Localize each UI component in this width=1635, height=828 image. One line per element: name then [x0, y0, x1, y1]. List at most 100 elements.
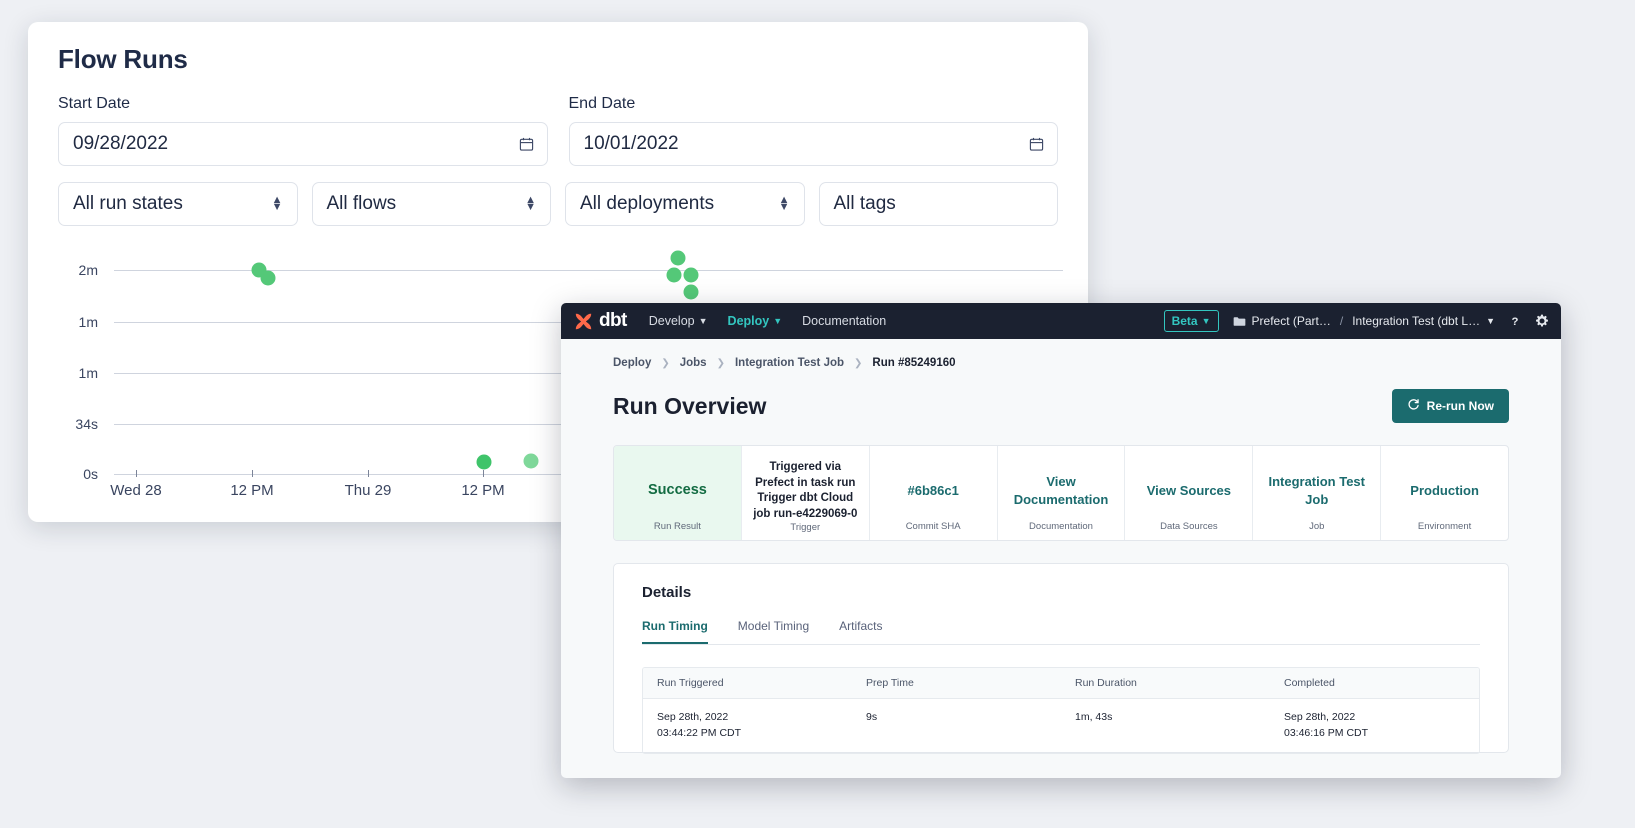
- end-date-group: End Date 10/01/2022: [568, 95, 1058, 166]
- breadcrumb-jobs[interactable]: Jobs: [679, 357, 707, 369]
- breadcrumb-integration-test-job[interactable]: Integration Test Job: [734, 357, 845, 369]
- scatter-point[interactable]: [523, 453, 539, 469]
- card-job-caption: Job: [1309, 521, 1325, 532]
- card-run-result-value: Success: [648, 481, 707, 498]
- end-date-label: End Date: [568, 95, 636, 112]
- x-axis-tick-label: Thu 29: [344, 482, 392, 499]
- details-tabs: Run Timing Model Timing Artifacts: [642, 619, 1480, 645]
- card-commit-sha: #6b86c1 Commit SHA: [870, 446, 998, 540]
- nav-deploy-label: Deploy: [727, 314, 770, 328]
- gridline: [114, 270, 1063, 271]
- filters-row: All run states ▲ ▼ All flows ▲ ▼ All deplo…: [58, 182, 1058, 226]
- card-run-result: Success Run Result: [614, 446, 742, 540]
- breadcrumb-separator: /: [1339, 314, 1344, 328]
- scatter-point[interactable]: [670, 250, 686, 266]
- scatter-point[interactable]: [683, 267, 699, 283]
- rerun-now-button[interactable]: Re-run Now: [1391, 389, 1509, 423]
- dbt-logo-text: dbt: [599, 310, 627, 331]
- nav-deploy[interactable]: Deploy ▼: [728, 314, 783, 328]
- table-row: Sep 28th, 2022 03:44:22 PM CDT 9s 1m, 43…: [643, 699, 1479, 753]
- gear-icon[interactable]: [1535, 314, 1549, 328]
- dbt-cloud-window: dbt Develop ▼ Deploy ▼ Documentation Bet…: [561, 303, 1561, 778]
- tab-artifacts[interactable]: Artifacts: [839, 619, 883, 633]
- account-name: Prefect (Part…: [1251, 314, 1331, 328]
- details-title: Details: [642, 584, 692, 601]
- x-axis-tick: [368, 470, 369, 477]
- filter-tags[interactable]: All tags: [818, 182, 1058, 226]
- dbt-logo[interactable]: dbt: [573, 310, 627, 332]
- run-triggered-date: Sep 28th, 2022: [657, 711, 729, 723]
- col-completed: Completed: [1284, 677, 1335, 689]
- col-run-triggered: Run Triggered: [657, 677, 724, 689]
- breadcrumb: Deploy ❯ Jobs ❯ Integration Test Job ❯ R…: [613, 357, 1509, 369]
- project-name: Integration Test (dbt L…: [1352, 314, 1481, 328]
- filter-run-states[interactable]: All run states ▲ ▼: [58, 182, 298, 226]
- start-date-group: Start Date 09/28/2022: [58, 95, 548, 166]
- account-project-selector[interactable]: Prefect (Part… / Integration Test (dbt L…: [1233, 314, 1495, 328]
- card-environment: Production Environment: [1381, 446, 1508, 540]
- card-documentation-link[interactable]: View Documentation: [1013, 473, 1109, 507]
- scatter-point[interactable]: [666, 267, 682, 283]
- col-prep-time: Prep Time: [866, 677, 914, 689]
- calendar-icon[interactable]: [1029, 137, 1044, 152]
- filter-run-states-value: All run states: [73, 193, 183, 214]
- filter-deployments[interactable]: All deployments ▲ ▼: [565, 182, 805, 226]
- col-run-duration: Run Duration: [1075, 677, 1137, 689]
- nav-develop[interactable]: Develop ▼: [649, 314, 708, 328]
- completed-time: 03:46:16 PM CDT: [1284, 726, 1369, 739]
- run-summary-cards: Success Run Result Triggered via Prefect…: [613, 445, 1509, 541]
- page-title: Run Overview: [613, 392, 767, 419]
- rerun-now-label: Re-run Now: [1426, 399, 1494, 413]
- cell-run-triggered: Sep 28th, 2022 03:44:22 PM CDT: [643, 699, 852, 753]
- card-data-sources-link[interactable]: View Sources: [1146, 482, 1232, 498]
- card-environment-caption: Environment: [1417, 521, 1472, 532]
- y-axis-tick-label: 1m: [78, 314, 98, 330]
- scatter-point[interactable]: [260, 270, 276, 286]
- svg-text:?: ?: [1512, 316, 1519, 328]
- card-trigger-caption: Trigger: [790, 522, 821, 534]
- chevron-down-icon: ▼: [773, 316, 783, 326]
- chevron-right-icon: ❯: [854, 357, 863, 369]
- page-title: Flow Runs: [58, 44, 188, 74]
- card-job-link[interactable]: Integration Test Job: [1268, 473, 1365, 507]
- filter-tags-value: All tags: [833, 193, 896, 214]
- start-date-value: 09/28/2022: [73, 133, 169, 154]
- calendar-icon[interactable]: [519, 137, 534, 152]
- card-run-result-caption: Run Result: [653, 521, 701, 532]
- chevron-right-icon: ❯: [716, 357, 725, 369]
- run-timing-table: Run Triggered Prep Time Run Duration Com…: [642, 667, 1480, 754]
- nav-documentation-label: Documentation: [802, 314, 887, 328]
- completed-date: Sep 28th, 2022: [1284, 711, 1356, 723]
- card-data-sources: View Sources Data Sources: [1125, 446, 1254, 540]
- card-job: Integration Test Job Job: [1253, 446, 1382, 540]
- end-date-input[interactable]: 10/01/2022: [568, 122, 1058, 166]
- tab-run-timing[interactable]: Run Timing: [642, 619, 708, 644]
- chevron-down-icon: ▼: [1486, 316, 1495, 326]
- card-documentation: View Documentation Documentation: [998, 446, 1126, 540]
- start-date-input[interactable]: 09/28/2022: [58, 122, 548, 166]
- card-commit-sha-value[interactable]: #6b86c1: [907, 482, 959, 498]
- refresh-icon: [1407, 398, 1420, 414]
- breadcrumb-deploy[interactable]: Deploy: [613, 357, 652, 369]
- beta-toggle[interactable]: Beta ▼: [1163, 310, 1219, 332]
- filter-flows-value: All flows: [326, 193, 397, 214]
- details-panel: Details Run Timing Model Timing Artifact…: [613, 563, 1509, 754]
- chevron-down-icon: ▼: [698, 316, 708, 326]
- dbt-top-nav: dbt Develop ▼ Deploy ▼ Documentation Bet…: [561, 303, 1561, 339]
- nav-documentation[interactable]: Documentation: [802, 314, 886, 328]
- filter-flows[interactable]: All flows ▲ ▼: [311, 182, 551, 226]
- dbt-main-content: Deploy ❯ Jobs ❯ Integration Test Job ❯ R…: [561, 339, 1561, 754]
- chevron-right-icon: ❯: [661, 357, 670, 369]
- card-environment-link[interactable]: Production: [1410, 482, 1479, 498]
- filter-deployments-value: All deployments: [580, 193, 715, 214]
- cell-completed: Sep 28th, 2022 03:46:16 PM CDT: [1270, 699, 1479, 753]
- scatter-point[interactable]: [683, 284, 699, 300]
- nav-develop-label: Develop: [648, 314, 695, 328]
- scatter-point[interactable]: [476, 454, 492, 470]
- tab-model-timing[interactable]: Model Timing: [737, 619, 810, 633]
- card-data-sources-caption: Data Sources: [1160, 521, 1218, 532]
- end-date-value: 10/01/2022: [583, 133, 679, 154]
- beta-label: Beta: [1171, 314, 1198, 328]
- cell-run-duration: 1m, 43s: [1075, 711, 1113, 723]
- question-mark-icon[interactable]: ?: [1508, 314, 1522, 328]
